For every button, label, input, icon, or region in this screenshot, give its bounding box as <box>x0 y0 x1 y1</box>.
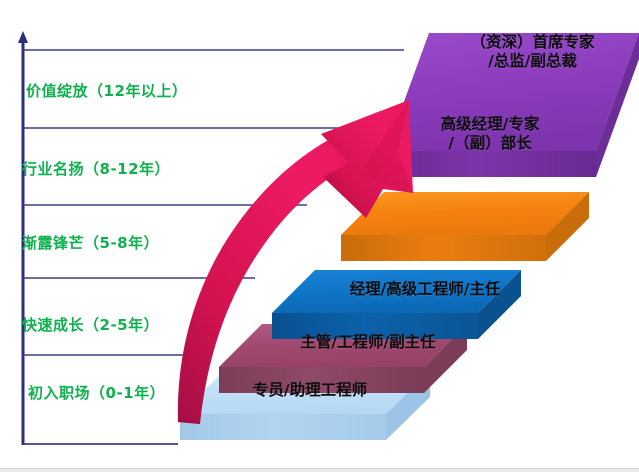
stage-label-new-entrant: 初入职场（0-1年） <box>28 384 166 402</box>
stage-label-industry-fame: 行业名扬（8-12年） <box>22 160 171 178</box>
level-2-side-face <box>424 324 467 393</box>
stage-label-emerging-talent: 渐露锋芒（5-8年） <box>22 234 160 252</box>
level-1-front-face <box>180 414 386 440</box>
level-4-label: 高级经理/专家 /（副）部长 <box>385 115 595 153</box>
level-4-front-face <box>341 235 546 261</box>
level-block-3[interactable] <box>272 270 521 339</box>
level-1-label: 专员/助理工程师 <box>252 381 368 399</box>
level-5-label-line1: （资深）首席专家 <box>470 33 595 51</box>
level-3-side-face <box>478 270 521 339</box>
level-4-label-line2: /（副）部长 <box>448 133 532 152</box>
level-block-4[interactable] <box>341 192 589 261</box>
stage-label-value-bloom: 价值绽放（12年以上） <box>26 82 188 100</box>
growth-arrow-tail-tip <box>177 417 200 424</box>
level-4-label-line1: 高级经理/专家 <box>440 115 540 133</box>
growth-arrow <box>177 100 413 424</box>
level-3-front-face <box>272 313 478 339</box>
level-5-label-line2: /总监/副总裁 <box>488 51 577 70</box>
level-2-front-face <box>219 367 424 393</box>
axis-group <box>18 31 404 445</box>
level-2-label: 主管/工程师/副主任 <box>300 333 436 351</box>
level-4-side-face <box>546 192 589 261</box>
level-block-5[interactable] <box>386 33 639 177</box>
level-3-label: 经理/高级工程师/主任 <box>349 280 501 298</box>
level-5-side-face <box>596 33 639 177</box>
level-5-top-face <box>386 33 639 151</box>
stage-label-fast-growth: 快速成长（2-5年） <box>22 316 160 334</box>
level-5-label: （资深）首席专家 /总监/副总裁 <box>425 33 639 71</box>
bottom-divider <box>0 468 639 472</box>
y-axis-arrowhead <box>18 31 28 43</box>
level-5-front-face <box>386 151 596 177</box>
growth-arrow-head-shade <box>358 100 413 193</box>
level-3-top-face <box>272 270 521 313</box>
level-4-top-face <box>341 192 589 235</box>
